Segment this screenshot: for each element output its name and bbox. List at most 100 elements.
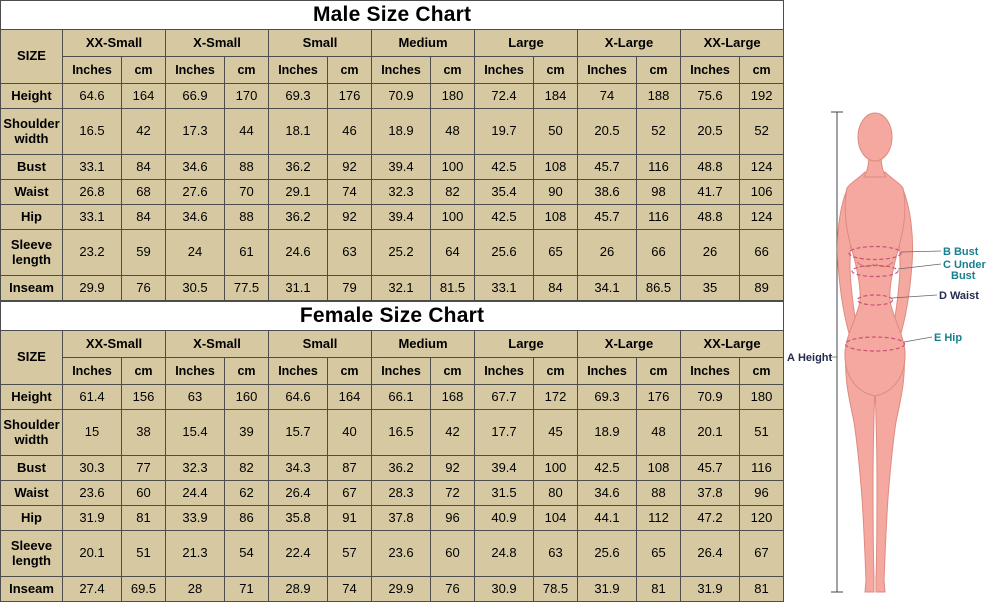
value-cm: 156 <box>121 384 166 410</box>
value-inches: 17.3 <box>165 108 225 155</box>
value-cm: 84 <box>533 275 578 301</box>
value-cm: 51 <box>738 409 785 456</box>
value-cm: 74 <box>327 179 372 205</box>
value-inches: 67.7 <box>474 384 534 410</box>
hip-pointer-line <box>903 336 933 343</box>
value-inches: 29.9 <box>62 275 122 301</box>
value-inches: 36.2 <box>371 455 431 481</box>
unit-header-inches: Inches <box>680 56 740 84</box>
size-column-header: Small <box>268 330 372 358</box>
value-inches: 31.9 <box>62 505 122 531</box>
value-inches: 26 <box>680 229 740 276</box>
height-measure-line <box>831 111 843 593</box>
value-cm: 88 <box>224 154 269 180</box>
value-inches: 33.9 <box>165 505 225 531</box>
value-inches: 44.1 <box>577 505 637 531</box>
value-cm: 42 <box>121 108 166 155</box>
torso <box>844 171 906 397</box>
value-inches: 20.1 <box>680 409 740 456</box>
value-inches: 45.7 <box>680 455 740 481</box>
value-inches: 61.4 <box>62 384 122 410</box>
male-size-chart-table: Male Size Chart SIZE XX-Small X-Small Small M… <box>0 0 785 301</box>
unit-header-inches: Inches <box>62 56 122 84</box>
value-cm: 192 <box>738 83 785 109</box>
value-cm: 180 <box>430 83 475 109</box>
value-cm: 168 <box>430 384 475 410</box>
body-silhouette <box>836 112 914 593</box>
value-cm: 70 <box>224 179 269 205</box>
value-cm: 81 <box>738 576 785 602</box>
value-cm: 86.5 <box>636 275 681 301</box>
bust-shading <box>856 261 875 268</box>
value-inches: 35.4 <box>474 179 534 205</box>
value-inches: 33.1 <box>62 204 122 230</box>
value-cm: 92 <box>430 455 475 481</box>
value-cm: 164 <box>327 384 372 410</box>
value-cm: 124 <box>738 154 785 180</box>
value-cm: 180 <box>738 384 785 410</box>
value-inches: 64.6 <box>268 384 328 410</box>
value-inches: 23.2 <box>62 229 122 276</box>
figure-label-hip: E Hip <box>934 332 962 344</box>
value-inches: 24.4 <box>165 480 225 506</box>
value-cm: 86 <box>224 505 269 531</box>
value-inches: 20.1 <box>62 530 122 577</box>
unit-header-cm: cm <box>327 357 372 385</box>
value-inches: 24 <box>165 229 225 276</box>
value-inches: 37.8 <box>680 480 740 506</box>
value-inches: 42.5 <box>474 154 534 180</box>
measurement-figure-panel: B Bust C Under Bust D Waist E Hip A Height <box>785 0 1000 601</box>
value-cm: 91 <box>327 505 372 531</box>
value-cm: 44 <box>224 108 269 155</box>
value-inches: 72.4 <box>474 83 534 109</box>
value-cm: 67 <box>738 530 785 577</box>
male-size-chart-section: Male Size Chart SIZE XX-Small X-Small Small M… <box>0 0 785 301</box>
value-cm: 79 <box>327 275 372 301</box>
row-label: Waist <box>0 179 63 205</box>
value-cm: 64 <box>430 229 475 276</box>
value-cm: 48 <box>430 108 475 155</box>
value-inches: 74 <box>577 83 637 109</box>
unit-header-inches: Inches <box>577 357 637 385</box>
value-cm: 72 <box>430 480 475 506</box>
value-inches: 23.6 <box>62 480 122 506</box>
value-inches: 63 <box>165 384 225 410</box>
value-inches: 29.1 <box>268 179 328 205</box>
value-inches: 18.9 <box>371 108 431 155</box>
figure-label-height: A Height <box>787 352 833 364</box>
value-cm: 67 <box>327 480 372 506</box>
unit-header-cm: cm <box>327 56 372 84</box>
value-cm: 96 <box>430 505 475 531</box>
value-inches: 41.7 <box>680 179 740 205</box>
waist-pointer-line <box>891 294 938 299</box>
value-cm: 176 <box>636 384 681 410</box>
value-cm: 50 <box>533 108 578 155</box>
value-cm: 124 <box>738 204 785 230</box>
value-inches: 42.5 <box>474 204 534 230</box>
value-inches: 22.4 <box>268 530 328 577</box>
value-inches: 75.6 <box>680 83 740 109</box>
value-cm: 172 <box>533 384 578 410</box>
value-inches: 31.9 <box>577 576 637 602</box>
size-column-header: Medium <box>371 330 475 358</box>
value-cm: 92 <box>327 154 372 180</box>
value-inches: 40.9 <box>474 505 534 531</box>
female-size-chart-section: Female Size Chart SIZE XX-Small X-Small Smal… <box>0 301 785 602</box>
value-inches: 26 <box>577 229 637 276</box>
value-cm: 48 <box>636 409 681 456</box>
size-column-header: X-Small <box>165 330 269 358</box>
value-inches: 27.6 <box>165 179 225 205</box>
row-label: Waist <box>0 480 63 506</box>
female-size-chart-table: Female Size Chart SIZE XX-Small X-Small Smal… <box>0 301 785 602</box>
value-cm: 116 <box>636 154 681 180</box>
value-inches: 23.6 <box>371 530 431 577</box>
value-cm: 46 <box>327 108 372 155</box>
value-inches: 25.6 <box>474 229 534 276</box>
value-inches: 36.2 <box>268 154 328 180</box>
value-cm: 52 <box>636 108 681 155</box>
value-inches: 39.4 <box>371 204 431 230</box>
value-inches: 21.3 <box>165 530 225 577</box>
value-cm: 60 <box>121 480 166 506</box>
value-inches: 17.7 <box>474 409 534 456</box>
